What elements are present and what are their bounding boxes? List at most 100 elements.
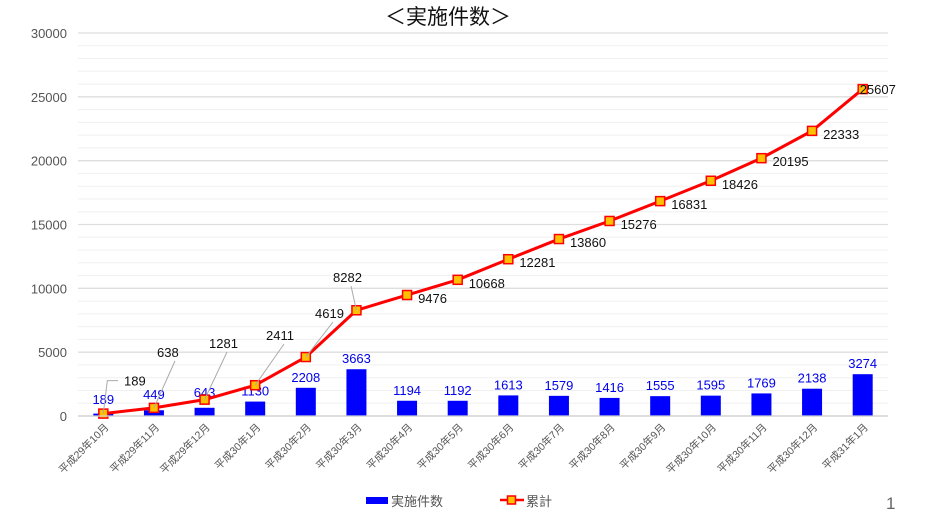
line-data-label: 20195	[772, 154, 808, 169]
bar	[548, 395, 569, 416]
y-tick-label: 30000	[31, 26, 67, 41]
legend-bar-swatch	[366, 497, 388, 504]
x-tick-label: 平成30年5月	[415, 421, 466, 472]
bar	[599, 397, 620, 416]
leader-line	[102, 380, 118, 414]
x-tick-label: 平成29年11月	[107, 421, 162, 476]
legend: 実施件数 累計	[366, 494, 552, 509]
bar-series	[93, 369, 873, 416]
bar-data-label: 3663	[342, 351, 371, 366]
y-axis: 0 5000 10000 15000 20000 25000 30000	[31, 26, 67, 424]
bar	[346, 369, 367, 416]
line-marker	[503, 253, 514, 265]
legend-label-bar: 実施件数	[391, 494, 443, 509]
bar	[852, 374, 873, 416]
y-tick-label: 5000	[38, 345, 67, 360]
line-series	[98, 83, 868, 419]
y-tick-label: 15000	[31, 218, 67, 233]
leader-line	[254, 343, 285, 386]
line-marker	[654, 195, 666, 207]
line-marker	[705, 175, 717, 187]
line-data-label: 10668	[469, 276, 505, 291]
bar	[751, 393, 772, 416]
bar	[143, 410, 164, 416]
line-data-label: 15276	[621, 217, 657, 232]
y-tick-label: 0	[60, 409, 67, 424]
bar	[295, 387, 316, 416]
x-tick-label: 平成30年2月	[263, 421, 314, 472]
x-tick-label: 平成29年12月	[157, 421, 212, 476]
x-tick-label: 平成30年7月	[516, 421, 567, 472]
line-marker	[553, 233, 565, 245]
bar	[397, 400, 418, 416]
legend-label-line: 累計	[526, 494, 552, 509]
line-data-label: 16831	[671, 197, 707, 212]
bar	[194, 407, 215, 416]
line-marker	[604, 215, 615, 227]
bar	[245, 401, 266, 416]
line-data-label: 25607	[860, 82, 896, 97]
bar-data-label: 1416	[595, 380, 624, 395]
x-tick-label: 平成30年9月	[617, 421, 668, 472]
bar	[802, 388, 823, 416]
x-tick-label: 平成30年4月	[364, 421, 415, 472]
line-marker	[857, 83, 868, 95]
line-data-label: 1281	[209, 336, 238, 351]
line-data-label: 4619	[315, 306, 344, 321]
x-tick-label: 平成29年10月	[56, 421, 111, 476]
line-data-label: 13860	[570, 235, 606, 250]
bar-data-label: 1613	[494, 377, 523, 392]
legend-marker-icon	[506, 495, 517, 505]
x-tick-label: 平成30年11月	[715, 421, 770, 476]
line-data-label: 9476	[418, 291, 447, 306]
bar	[650, 396, 671, 416]
x-tick-label: 平成30年10月	[664, 421, 719, 476]
cumulative-line	[103, 87, 864, 416]
line-data-labels: 189 638 1281 2411 4619 8282 9476 10668 12281 1386…	[102, 82, 896, 414]
bar-data-label: 1555	[646, 378, 675, 393]
bar-data-label: 1192	[444, 383, 472, 398]
x-tick-label: 平成30年6月	[465, 421, 516, 472]
line-marker	[756, 152, 767, 164]
y-tick-label: 10000	[31, 281, 67, 296]
x-tick-label: 平成30年3月	[313, 421, 364, 472]
y-tick-label: 25000	[31, 90, 67, 105]
leader-line	[153, 360, 176, 409]
bar-data-label: 1579	[544, 378, 573, 393]
x-tick-label: 平成30年12月	[765, 421, 820, 476]
line-marker	[401, 289, 413, 301]
line-data-label: 18426	[722, 177, 758, 192]
gridlines	[78, 32, 888, 417]
bar-data-label: 2138	[798, 371, 827, 386]
bar-data-label: 1769	[747, 375, 776, 390]
bar-data-label: 1194	[393, 383, 421, 398]
bar	[447, 400, 468, 416]
line-marker	[452, 274, 463, 286]
chart-title: ＜実施件数＞	[385, 6, 511, 29]
x-tick-label: 平成30年1月	[212, 421, 263, 472]
bar-data-label: 449	[143, 387, 165, 402]
bar-data-label: 3274	[848, 356, 877, 371]
line-data-label: 2411	[266, 328, 294, 343]
line-data-label: 189	[124, 374, 146, 389]
line-data-label: 638	[157, 345, 179, 360]
bar-data-label: 2208	[291, 370, 320, 385]
x-tick-label: 平成30年8月	[566, 421, 617, 472]
bar-data-label: 1595	[696, 378, 725, 393]
page-number: 1	[886, 494, 895, 513]
bar	[700, 395, 721, 416]
leader-line	[305, 321, 334, 358]
line-data-label: 22333	[823, 127, 859, 142]
x-tick-label: 平成31年1月	[820, 421, 871, 472]
y-tick-label: 20000	[31, 154, 67, 169]
bar-data-label: 189	[92, 392, 114, 407]
line-data-label: 8282	[333, 270, 362, 285]
line-marker	[806, 125, 818, 137]
line-data-label: 12281	[519, 255, 555, 270]
leader-line	[350, 285, 357, 311]
leader-line	[204, 351, 228, 400]
bar	[498, 395, 519, 416]
